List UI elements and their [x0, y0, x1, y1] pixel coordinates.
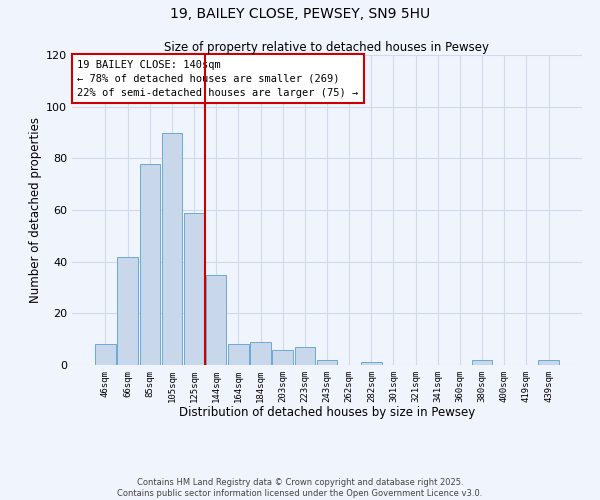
Bar — [184, 212, 204, 365]
Bar — [161, 132, 182, 365]
Text: 19, BAILEY CLOSE, PEWSEY, SN9 5HU: 19, BAILEY CLOSE, PEWSEY, SN9 5HU — [170, 8, 430, 22]
Bar — [472, 360, 493, 365]
Bar — [538, 360, 559, 365]
Bar — [295, 347, 315, 365]
Bar — [361, 362, 382, 365]
Bar — [206, 274, 226, 365]
Bar — [95, 344, 116, 365]
X-axis label: Distribution of detached houses by size in Pewsey: Distribution of detached houses by size … — [179, 406, 475, 420]
Title: Size of property relative to detached houses in Pewsey: Size of property relative to detached ho… — [164, 41, 490, 54]
Bar — [140, 164, 160, 365]
Text: 19 BAILEY CLOSE: 140sqm
← 78% of detached houses are smaller (269)
22% of semi-d: 19 BAILEY CLOSE: 140sqm ← 78% of detache… — [77, 60, 358, 98]
Bar — [272, 350, 293, 365]
Y-axis label: Number of detached properties: Number of detached properties — [29, 117, 42, 303]
Text: Contains HM Land Registry data © Crown copyright and database right 2025.
Contai: Contains HM Land Registry data © Crown c… — [118, 478, 482, 498]
Bar — [317, 360, 337, 365]
Bar — [250, 342, 271, 365]
Bar — [228, 344, 248, 365]
Bar — [118, 256, 138, 365]
